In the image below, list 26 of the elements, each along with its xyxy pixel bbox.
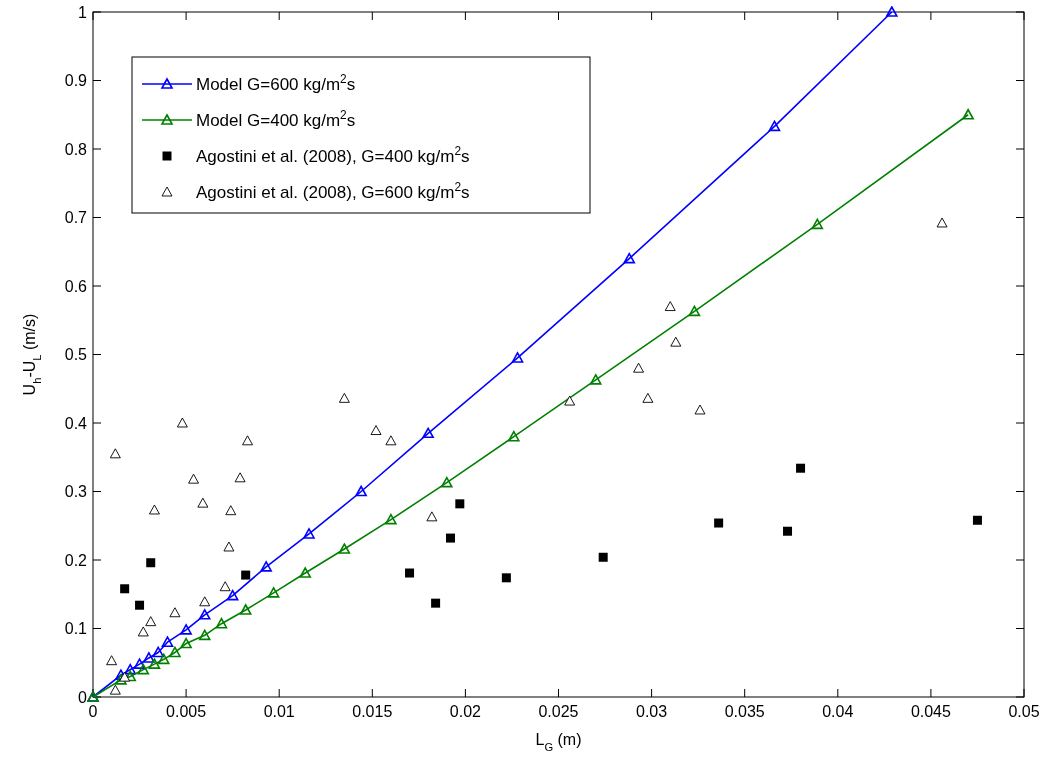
y-tick-label: 0.2 [64,551,88,569]
x-tick-label: 0.045 [910,703,952,720]
y-tick-label: 0.1 [64,620,88,637]
x-tick-label: 0.015 [352,703,393,720]
legend-label: Agostini et al. (2008), G=400 kg/m$^{2}$s [196,144,470,166]
x-tick-label: 0.025 [538,703,579,720]
x-tick-label: 0.035 [724,703,765,720]
legend-label: Agostini et al. (2008), G=600 kg/m$^{2}$s [196,180,470,202]
x-tick-label: 0.05 [1008,703,1040,720]
y-tick-label: 0.3 [64,483,88,500]
y-tick-label: 1 [78,3,88,21]
y-tick-label: 0.7 [64,209,88,226]
x-axis-title: L$_{G}$ (m) [535,731,582,753]
legend-label: Model G=600 kg/m$^{2}$s [196,72,356,94]
y-tick-label: 0 [78,688,88,706]
x-tick-label: 0.02 [449,703,482,720]
x-tick-label: 0.03 [636,703,668,720]
x-tick-label: 0.01 [263,703,295,720]
y-tick-label: 0.8 [64,140,88,158]
y-tick-label: 0.9 [64,72,88,89]
x-tick-label: 0.005 [166,703,207,720]
legend-label: Model G=400 kg/m$^{2}$s [196,108,356,130]
y-tick-label: 0.6 [64,277,88,295]
x-tick-label: 0.04 [822,703,854,720]
y-tick-label: 0.5 [64,346,88,363]
y-tick-label: 0.4 [64,414,88,432]
